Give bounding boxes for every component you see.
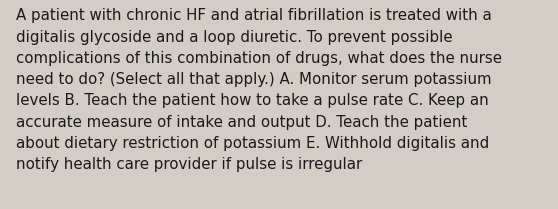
Text: A patient with chronic HF and atrial fibrillation is treated with a
digitalis gl: A patient with chronic HF and atrial fib… — [16, 8, 502, 172]
